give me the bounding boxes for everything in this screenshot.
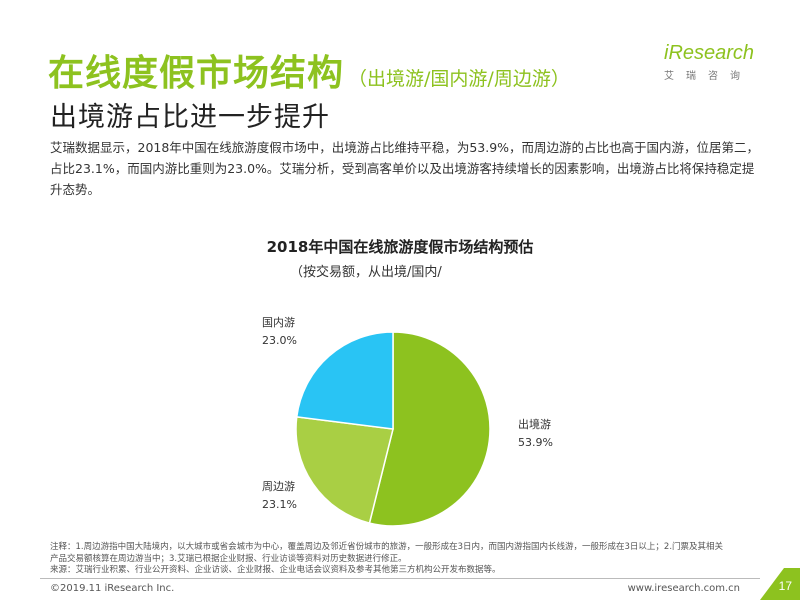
logo-wordmark: iResearch xyxy=(664,42,755,64)
slice-value-0: 53.9% xyxy=(518,436,553,449)
page-title-scope: （出境游/国内游/周边游） xyxy=(348,68,570,90)
pie-slice-2 xyxy=(295,331,394,430)
pie-slice-1 xyxy=(295,416,394,525)
chart-subtitle: （按交易额，从出境/国内/ xyxy=(290,265,442,280)
footer-divider xyxy=(40,578,760,579)
website-link[interactable]: www.iresearch.com.cn xyxy=(627,583,740,594)
page-title: 在线度假市场结构 xyxy=(48,53,345,94)
slice-label-1: 周边游 xyxy=(262,480,295,493)
chart-title: 2018年中国在线旅游度假市场结构预估 xyxy=(266,238,534,256)
slice-label-0: 出境游 xyxy=(518,417,551,431)
slice-label-2: 国内游 xyxy=(262,315,295,329)
footnote-source: 来源：艾瑞行业积累、行业公开资料、企业访谈、企业财报、企业电话会议资料及参考其他… xyxy=(50,565,501,575)
page-subtitle: 出境游占比进一步提升 xyxy=(50,102,330,133)
footnote-line-2: 产品交易额核算在周边游当中；3.艾瑞已根据企业财报、行业访谈等资料对历史数据进行… xyxy=(50,553,407,564)
slice-value-2: 23.0% xyxy=(262,334,297,347)
page-number: 17 xyxy=(778,579,792,593)
page-title-row: 在线度假市场结构 （出境游/国内游/周边游） xyxy=(48,44,570,96)
description-paragraph: 艾瑞数据显示，2018年中国在线旅游度假市场中，出境游占比维持平稳，为53.9%… xyxy=(50,140,760,197)
iresearch-logo: iResearch 艾瑞咨询 xyxy=(664,42,764,82)
footnote: 注释：1.周边游指中国大陆境内，以大城市或省会城市为中心，覆盖周边及邻近省份城市… xyxy=(50,542,765,577)
copyright: ©2019.11 iResearch Inc. xyxy=(50,583,175,594)
slice-value-1: 23.1% xyxy=(262,498,297,511)
footnote-line-1: 注释：1.周边游指中国大陆境内，以大城市或省会城市为中心，覆盖周边及邻近省份城市… xyxy=(50,542,724,552)
logo-chinese-name: 艾瑞咨询 xyxy=(664,71,752,82)
pie-slice-0 xyxy=(368,331,491,527)
